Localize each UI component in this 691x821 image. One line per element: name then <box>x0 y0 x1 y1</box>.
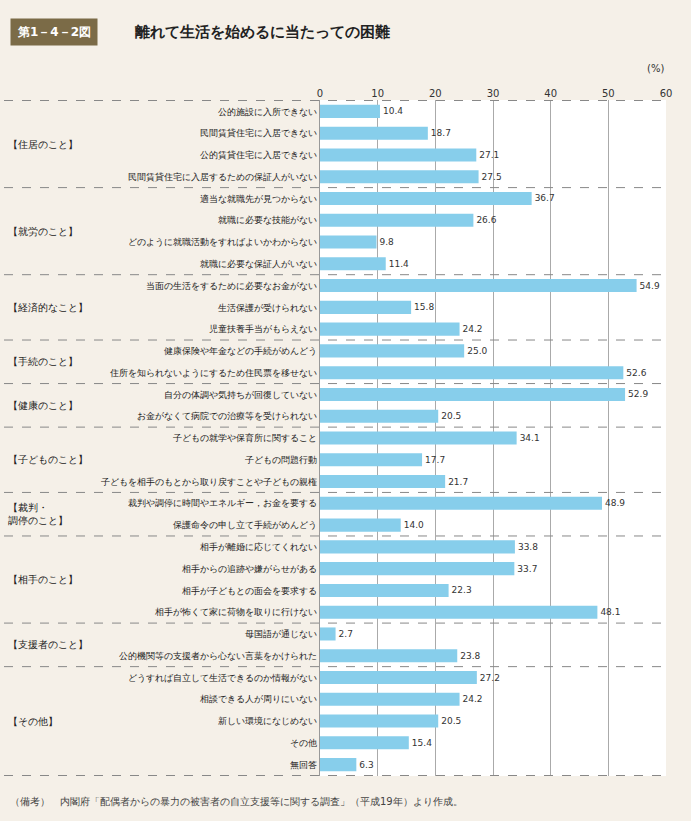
svg-text:【手続のこと】: 【手続のこと】 <box>8 356 78 367</box>
svg-text:14.0: 14.0 <box>404 520 424 530</box>
svg-text:27.1: 27.1 <box>479 150 499 160</box>
svg-text:6.3: 6.3 <box>359 760 373 770</box>
svg-text:【その他】: 【その他】 <box>8 716 58 727</box>
svg-text:30: 30 <box>487 88 500 99</box>
svg-text:就職に必要な技能がない: 就職に必要な技能がない <box>218 215 317 225</box>
svg-text:10.4: 10.4 <box>383 106 403 116</box>
svg-text:相手が怖くて家に荷物を取りに行けない: 相手が怖くて家に荷物を取りに行けない <box>155 607 317 617</box>
svg-text:60: 60 <box>660 88 673 99</box>
svg-text:（備考） 内閣府「配偶者からの暴力の被害者の自立支援等に関す: （備考） 内閣府「配偶者からの暴力の被害者の自立支援等に関する調査」（平成19年… <box>10 796 463 807</box>
svg-text:子どもの就学や保育所に関すること: 子どもの就学や保育所に関すること <box>173 433 317 443</box>
svg-text:10: 10 <box>371 88 384 99</box>
svg-text:【支援者のこと】: 【支援者のこと】 <box>8 639 88 650</box>
svg-text:公的施設に入所できない: 公的施設に入所できない <box>218 107 317 117</box>
svg-text:適当な就職先が見つからない: 適当な就職先が見つからない <box>200 194 317 204</box>
svg-text:48.9: 48.9 <box>605 498 625 508</box>
svg-text:新しい環境になじめない: 新しい環境になじめない <box>218 716 317 726</box>
svg-text:民間賃貸住宅に入居できない: 民間賃貸住宅に入居できない <box>200 128 317 138</box>
svg-text:18.7: 18.7 <box>431 128 451 138</box>
svg-text:27.5: 27.5 <box>482 172 502 182</box>
svg-text:無回答: 無回答 <box>290 760 317 770</box>
svg-text:民間賃貸住宅に入居するための保証人がいない: 民間賃貸住宅に入居するための保証人がいない <box>128 172 317 182</box>
svg-text:20.5: 20.5 <box>441 716 461 726</box>
svg-text:52.9: 52.9 <box>628 389 648 399</box>
svg-text:48.1: 48.1 <box>600 607 620 617</box>
svg-text:お金がなくて病院での治療等を受けられない: お金がなくて病院での治療等を受けられない <box>137 411 317 421</box>
svg-text:21.7: 21.7 <box>448 477 468 487</box>
svg-text:子どもを相手のもとから取り戻すことや子どもの親権: 子どもを相手のもとから取り戻すことや子どもの親権 <box>101 477 317 487</box>
svg-text:どうすれば自立して生活できるのか情報がない: どうすれば自立して生活できるのか情報がない <box>128 673 317 683</box>
svg-text:どのように就職活動をすればよいかわからない: どのように就職活動をすればよいかわからない <box>128 237 317 247</box>
svg-text:33.8: 33.8 <box>518 542 538 552</box>
svg-text:【経済的なこと】: 【経済的なこと】 <box>8 302 88 313</box>
svg-text:36.7: 36.7 <box>535 193 555 203</box>
svg-text:【住居のこと】: 【住居のこと】 <box>8 139 78 150</box>
svg-text:54.9: 54.9 <box>640 281 660 291</box>
svg-text:保護命令の申し立て手続がめんどう: 保護命令の申し立て手続がめんどう <box>173 520 317 530</box>
svg-text:(%): (%) <box>647 63 664 74</box>
svg-text:52.6: 52.6 <box>626 368 646 378</box>
svg-text:15.8: 15.8 <box>414 302 434 312</box>
svg-text:0: 0 <box>317 88 323 99</box>
svg-text:【裁判・調停のこと】: 【裁判・調停のこと】 <box>8 502 68 526</box>
svg-text:33.7: 33.7 <box>517 564 537 574</box>
svg-text:26.6: 26.6 <box>476 215 496 225</box>
svg-text:15.4: 15.4 <box>412 738 432 748</box>
svg-text:25.0: 25.0 <box>467 346 487 356</box>
svg-text:自分の体調や気持ちが回復していない: 自分の体調や気持ちが回復していない <box>164 390 317 400</box>
svg-text:母国語が通じない: 母国語が通じない <box>245 629 317 639</box>
svg-text:相手が離婚に応じてくれない: 相手が離婚に応じてくれない <box>200 542 317 552</box>
svg-text:住所を知られないようにするため住民票を移せない: 住所を知られないようにするため住民票を移せない <box>110 368 317 378</box>
svg-text:23.8: 23.8 <box>460 651 480 661</box>
svg-text:就職に必要な保証人がいない: 就職に必要な保証人がいない <box>200 259 317 269</box>
svg-text:その他: その他 <box>290 738 317 748</box>
svg-text:生活保護が受けられない: 生活保護が受けられない <box>218 303 317 313</box>
svg-text:【健康のこと】: 【健康のこと】 <box>8 400 78 411</box>
svg-text:離れて生活を始めるに当たっての困難: 離れて生活を始めるに当たっての困難 <box>134 23 390 41</box>
svg-text:24.2: 24.2 <box>463 694 483 704</box>
svg-text:当面の生活をするために必要なお金がない: 当面の生活をするために必要なお金がない <box>146 281 317 291</box>
svg-text:24.2: 24.2 <box>463 324 483 334</box>
svg-text:【子どものこと】: 【子どものこと】 <box>8 454 88 465</box>
svg-text:2.7: 2.7 <box>339 629 353 639</box>
svg-text:第1－4－2図: 第1－4－2図 <box>17 25 91 39</box>
svg-text:【相手のこと】: 【相手のこと】 <box>8 574 78 585</box>
svg-text:27.2: 27.2 <box>480 673 500 683</box>
svg-text:公的機関等の支援者から心ない言葉をかけられた: 公的機関等の支援者から心ない言葉をかけられた <box>119 651 317 661</box>
svg-text:20.5: 20.5 <box>441 411 461 421</box>
svg-text:子どもの問題行動: 子どもの問題行動 <box>245 455 317 465</box>
svg-text:公的賃貸住宅に入居できない: 公的賃貸住宅に入居できない <box>200 150 317 160</box>
svg-text:9.8: 9.8 <box>380 237 395 247</box>
svg-text:17.7: 17.7 <box>425 455 445 465</box>
svg-text:20: 20 <box>429 88 442 99</box>
svg-text:相手が子どもとの面会を要求する: 相手が子どもとの面会を要求する <box>182 586 317 596</box>
svg-text:11.4: 11.4 <box>389 259 409 269</box>
svg-text:22.3: 22.3 <box>452 585 472 595</box>
svg-text:健康保険や年金などの手続がめんどう: 健康保険や年金などの手続がめんどう <box>164 346 317 356</box>
svg-text:34.1: 34.1 <box>520 433 540 443</box>
svg-text:【就労のこと】: 【就労のこと】 <box>8 226 78 237</box>
svg-text:40: 40 <box>544 88 557 99</box>
svg-text:児童扶養手当がもらえない: 児童扶養手当がもらえない <box>209 324 317 334</box>
svg-text:相手からの追跡や嫌がらせがある: 相手からの追跡や嫌がらせがある <box>182 564 317 574</box>
svg-text:裁判や調停に時間やエネルギー，お金を要する: 裁判や調停に時間やエネルギー，お金を要する <box>128 498 317 508</box>
svg-text:50: 50 <box>602 88 615 99</box>
svg-text:相談できる人が周りにいない: 相談できる人が周りにいない <box>200 694 317 704</box>
